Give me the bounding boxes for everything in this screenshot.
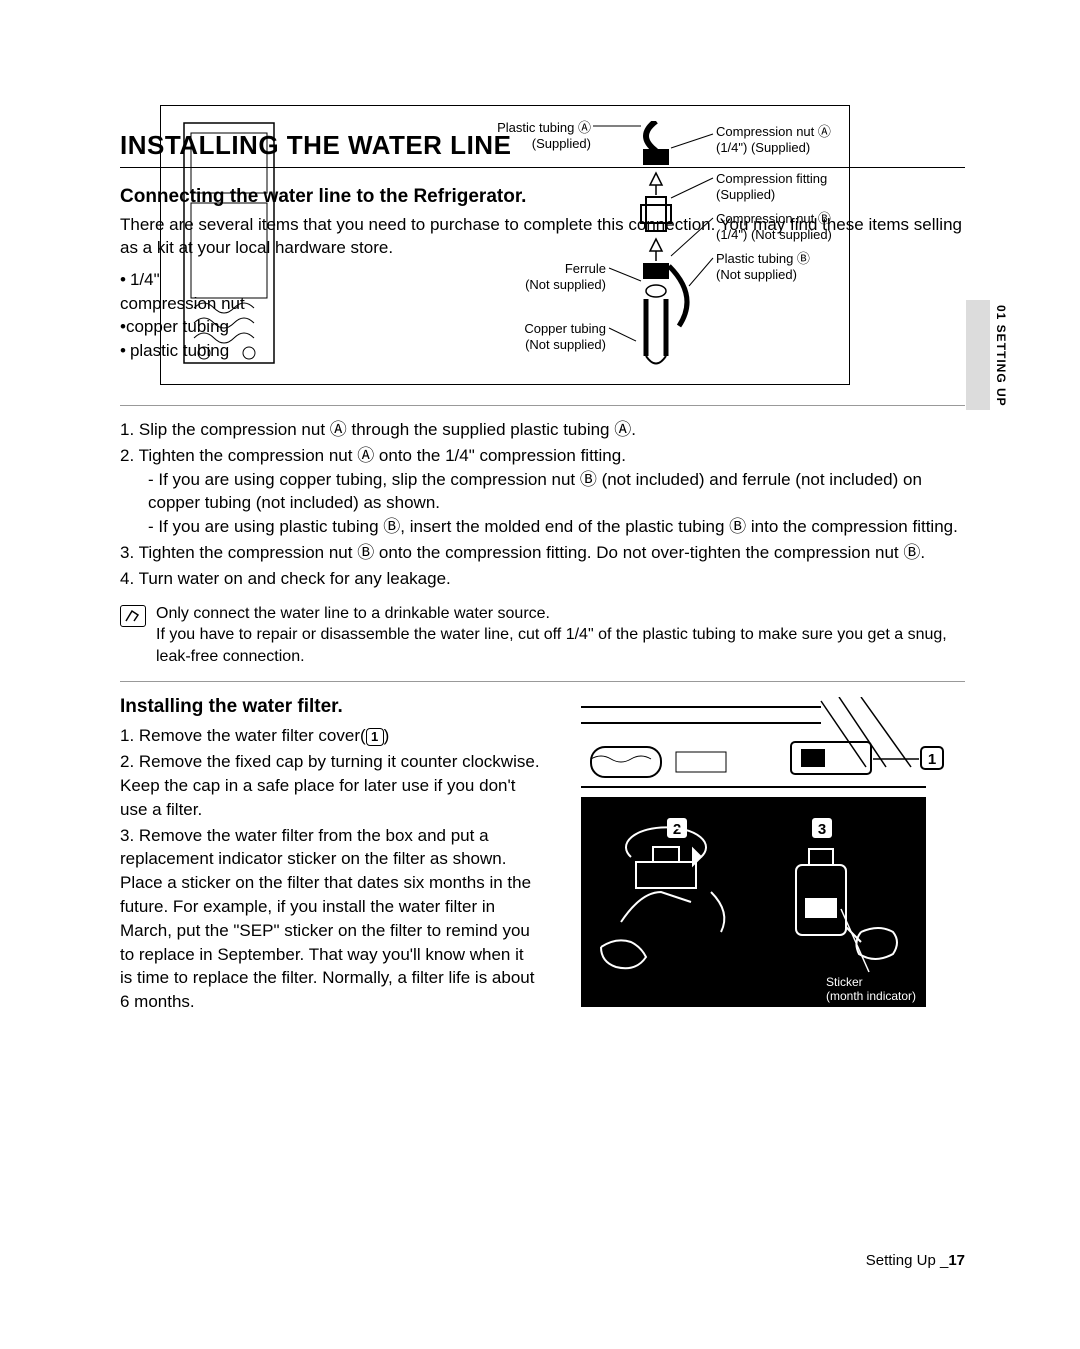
svg-text:1: 1: [928, 751, 936, 768]
label-sticker: Sticker (month indicator): [826, 975, 916, 1003]
filter-diagram: 1 2: [560, 696, 950, 1026]
callout-1-inline: 1: [366, 728, 384, 746]
connection-steps: 1. Slip the compression nut Ⓐ through th…: [120, 418, 965, 591]
section2-heading: Installing the water filter.: [120, 696, 540, 718]
water-line-diagram: Plastic tubing Ⓐ (Supplied) Ferrule (Not…: [160, 105, 850, 385]
filter-step-1: 1. Remove the water filter cover(1): [120, 724, 540, 748]
filter-steps: 1. Remove the water filter cover(1) 2. R…: [120, 724, 540, 1014]
leader-lines: [161, 106, 851, 386]
svg-text:3: 3: [818, 821, 826, 838]
note-icon: [120, 605, 146, 627]
footer-page-number: 17: [948, 1252, 965, 1269]
page-content: INSTALLING THE WATER LINE Connecting the…: [0, 0, 1080, 1066]
note-block: Only connect the water line to a drinkab…: [120, 603, 965, 668]
step-2a: - If you are using copper tubing, slip t…: [120, 468, 965, 516]
divider-1: [120, 405, 965, 406]
step-1: 1. Slip the compression nut Ⓐ through th…: [120, 418, 965, 442]
footer-label: Setting Up _: [866, 1252, 949, 1269]
page-footer: Setting Up _17: [866, 1252, 965, 1269]
step-2b: - If you are using plastic tubing Ⓑ, ins…: [120, 515, 965, 539]
filter-step-2: 2. Remove the fixed cap by turning it co…: [120, 750, 540, 821]
filter-step-3: 3. Remove the water filter from the box …: [120, 824, 540, 1014]
step-3: 3. Tighten the compression nut Ⓑ onto th…: [120, 541, 965, 565]
svg-text:2: 2: [673, 821, 681, 838]
step-2: 2. Tighten the compression nut Ⓐ onto th…: [120, 444, 965, 539]
step-4: 4. Turn water on and check for any leaka…: [120, 567, 965, 591]
note-text: Only connect the water line to a drinkab…: [156, 603, 965, 668]
divider-2: [120, 681, 965, 682]
